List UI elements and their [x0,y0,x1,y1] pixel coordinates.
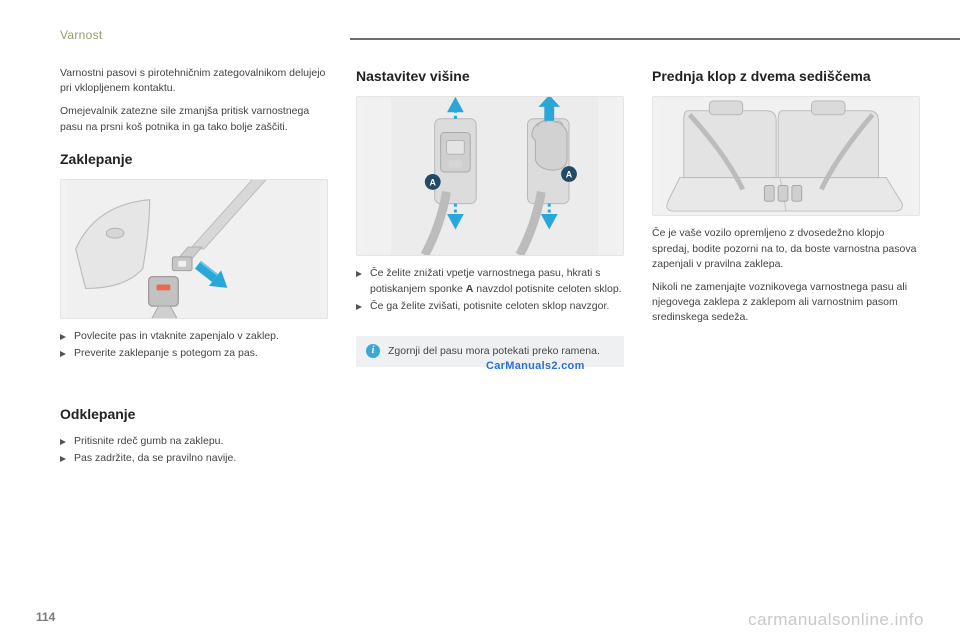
heading-bench: Prednja klop z dvema sediščema [652,66,920,86]
bench-paragraph-2: Nikoli ne zamenjajte voznikovega varnost… [652,280,920,326]
info-text: Zgornji del pasu mora potekati preko ram… [388,344,600,359]
figure-height: A [356,96,624,256]
col-1: Varnostni pasovi s pirotehničnim zategov… [60,66,328,468]
lock-bullets: Povlecite pas in vtaknite zapenjalo v za… [60,329,328,361]
unlock-bullets: Pritisnite rdeč gumb na zaklepu. Pas zad… [60,434,328,466]
height-bullet-2: Če ga želite zvišati, potisnite celoten … [356,299,624,314]
unlock-bullet-1: Pritisnite rdeč gumb na zaklepu. [60,434,328,449]
heading-unlock: Odklepanje [60,404,328,424]
page-root: Varnost Varnostni pasovi s pirotehničnim… [0,0,960,640]
columns: Varnostni pasovi s pirotehničnim zategov… [60,66,920,468]
height-bullet-1: Če želite znižati vpetje varnostnega pas… [356,266,624,296]
lock-bullet-2: Preverite zaklepanje s potegom za pas. [60,346,328,361]
col-3: Prednja klop z dvema sediščema [652,66,920,468]
top-rule [350,38,960,40]
height-bullets: Če želite znižati vpetje varnostnega pas… [356,266,624,314]
unlock-bullet-2: Pas zadržite, da se pravilno navije. [60,451,328,466]
heading-lock: Zaklepanje [60,149,328,169]
height-b1-post: navzdol potisnite celoten sklop. [473,283,621,295]
watermark-blue: CarManuals2.com [486,359,585,375]
badge-a-left: A [430,178,437,188]
page-number: 114 [36,610,55,624]
bench-paragraph-1: Če je vaše vozilo opremljeno z dvosedežn… [652,226,920,272]
lock-bullet-1: Povlecite pas in vtaknite zapenjalo v za… [60,329,328,344]
watermark-gray: carmanualsonline.info [748,610,924,630]
figure-bench [652,96,920,216]
info-icon: i [366,344,380,358]
intro-paragraph-1: Varnostni pasovi s pirotehničnim zategov… [60,66,328,96]
figure-lock [60,179,328,319]
heading-height: Nastavitev višine [356,66,624,86]
badge-a-right: A [566,170,573,180]
intro-paragraph-2: Omejevalnik zatezne sile zmanjša pritisk… [60,104,328,134]
col-2: Nastavitev višine [356,66,624,468]
